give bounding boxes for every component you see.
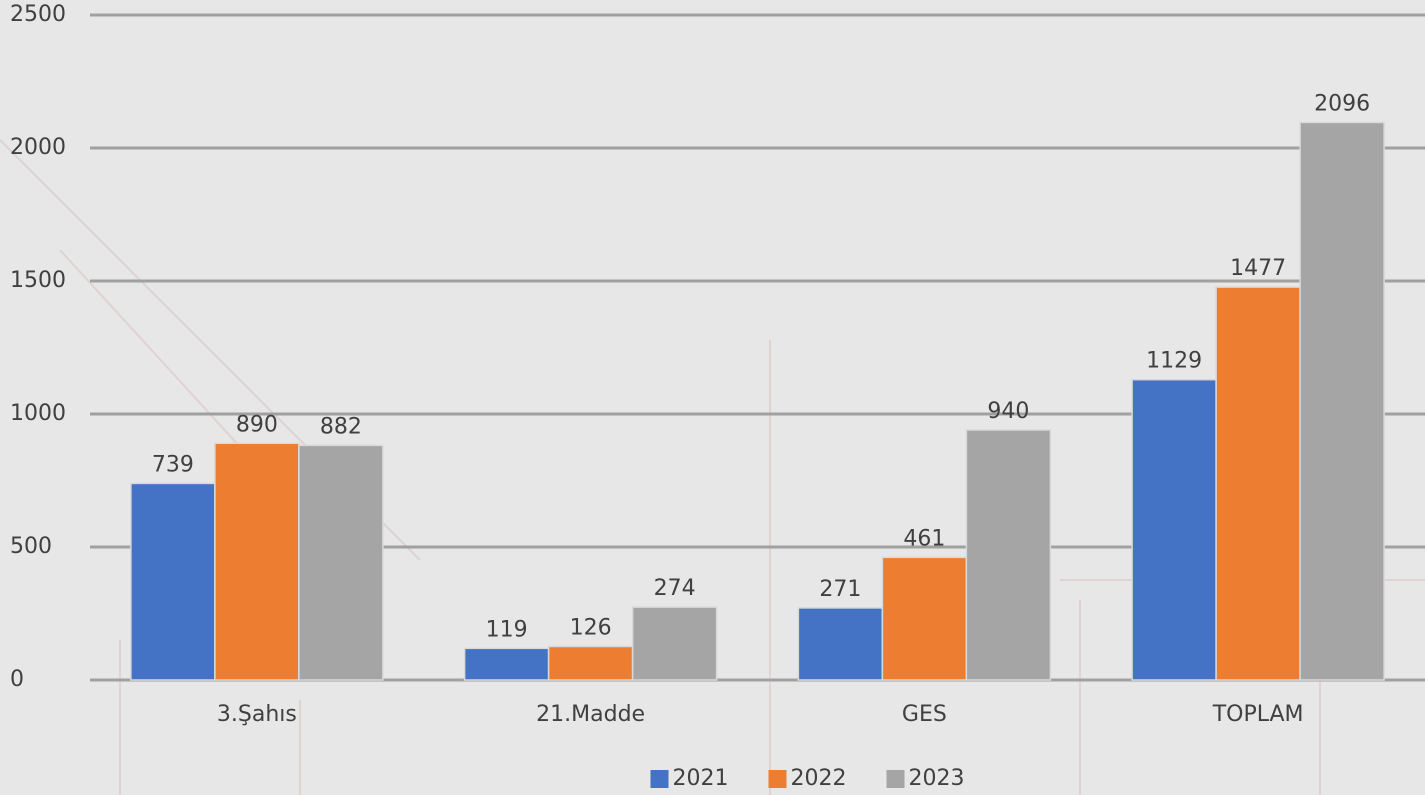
bar bbox=[798, 608, 882, 680]
bar bbox=[1132, 380, 1216, 680]
bar bbox=[882, 557, 966, 680]
value-label: 1477 bbox=[1230, 256, 1286, 281]
legend-label: 2023 bbox=[909, 766, 965, 791]
legend-swatch bbox=[887, 770, 905, 788]
value-label: 271 bbox=[819, 577, 861, 602]
y-tick-label: 2000 bbox=[10, 135, 66, 160]
y-tick-label: 1000 bbox=[10, 401, 66, 426]
value-label: 739 bbox=[152, 452, 194, 477]
bar bbox=[299, 445, 383, 680]
value-label: 461 bbox=[903, 526, 945, 551]
value-label: 274 bbox=[654, 576, 696, 601]
y-tick-label: 500 bbox=[10, 534, 52, 559]
value-label: 890 bbox=[236, 412, 278, 437]
chart: 0 500 1000 1500 2000 2500 3.Şahıs 739 890 882 21.M… bbox=[0, 0, 1425, 795]
value-label: 126 bbox=[570, 615, 612, 640]
x-tick-label: GES bbox=[902, 702, 947, 727]
x-tick-label: 3.Şahıs bbox=[217, 702, 297, 727]
bar bbox=[549, 646, 633, 680]
legend-label: 2022 bbox=[791, 766, 847, 791]
bar bbox=[1216, 287, 1300, 680]
x-tick-label: 21.Madde bbox=[536, 702, 645, 727]
legend-swatch bbox=[651, 770, 669, 788]
y-tick-label: 0 bbox=[10, 667, 24, 692]
legend-label: 2021 bbox=[673, 766, 729, 791]
value-label: 119 bbox=[486, 617, 528, 642]
y-tick-label: 2500 bbox=[10, 2, 66, 27]
value-label: 940 bbox=[987, 399, 1029, 424]
value-label: 1129 bbox=[1146, 349, 1202, 374]
bar bbox=[131, 483, 215, 680]
bar bbox=[633, 607, 717, 680]
bar bbox=[465, 648, 549, 680]
legend-swatch bbox=[769, 770, 787, 788]
x-tick-label: TOPLAM bbox=[1212, 702, 1304, 727]
bar bbox=[966, 430, 1050, 680]
bar bbox=[1300, 122, 1384, 680]
page: {"chart_data": {"type": "bar", "categori… bbox=[0, 0, 1425, 795]
y-tick-label: 1500 bbox=[10, 268, 66, 293]
bar bbox=[215, 443, 299, 680]
value-label: 882 bbox=[320, 414, 362, 439]
value-label: 2096 bbox=[1314, 91, 1370, 116]
